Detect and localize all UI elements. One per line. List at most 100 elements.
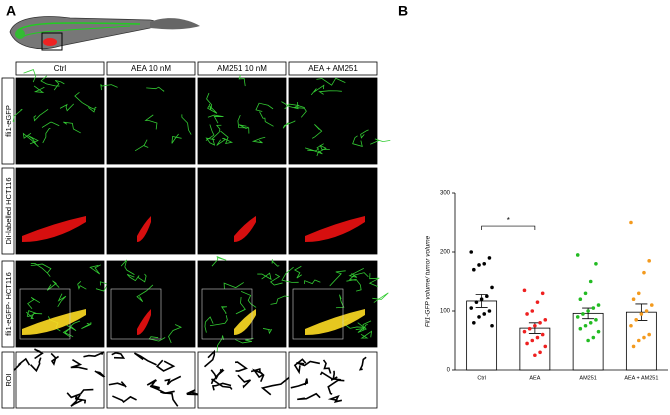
vessel xyxy=(30,263,52,274)
vessel xyxy=(186,389,199,396)
vessel xyxy=(34,348,44,360)
data-point xyxy=(642,335,646,340)
vessel xyxy=(205,137,216,146)
vessel xyxy=(358,356,367,371)
data-point xyxy=(629,220,633,225)
micrograph-texture xyxy=(100,84,192,152)
vessel xyxy=(269,273,283,286)
data-point xyxy=(487,256,492,260)
data-point xyxy=(591,306,596,310)
data-point xyxy=(649,303,654,307)
vessel xyxy=(329,270,346,287)
vessel xyxy=(211,369,225,381)
micrograph-texture xyxy=(13,348,106,407)
column-header: Ctrl xyxy=(54,64,67,73)
micrograph xyxy=(197,167,287,255)
micrograph xyxy=(15,351,105,409)
significance-label: * xyxy=(507,216,510,225)
data-point xyxy=(583,323,588,328)
data-point xyxy=(538,350,542,355)
vessel xyxy=(368,273,380,288)
vessel xyxy=(63,121,81,134)
vessel xyxy=(13,357,31,371)
data-point xyxy=(540,332,545,337)
vessel xyxy=(83,351,105,358)
vessel xyxy=(270,295,289,305)
data-point xyxy=(527,326,532,331)
data-point xyxy=(636,291,641,296)
vessel xyxy=(327,394,343,403)
row-label: DiI-labelled HCT116 xyxy=(4,178,13,245)
micrograph xyxy=(106,260,196,348)
vessel xyxy=(296,360,321,367)
vessel xyxy=(240,291,257,308)
vessel xyxy=(220,130,234,145)
vessel xyxy=(74,91,96,110)
vessel xyxy=(168,324,183,344)
vessel xyxy=(211,124,222,140)
tumor xyxy=(305,216,365,242)
vessel xyxy=(33,108,49,122)
x-tick-label: AM251 xyxy=(579,375,596,381)
vessel xyxy=(209,315,228,327)
vessel xyxy=(257,272,272,281)
data-point xyxy=(540,291,545,296)
data-point xyxy=(575,315,580,319)
vessel xyxy=(59,103,75,112)
y-axis-label: Fli1-GFP volume/ tumor volume xyxy=(425,235,432,327)
column-header-box xyxy=(288,61,378,76)
roi-box xyxy=(292,288,344,340)
vessel xyxy=(22,132,39,148)
column-header: AEA + AM251 xyxy=(308,64,358,73)
vessel xyxy=(181,114,192,135)
vessel xyxy=(210,378,233,390)
roi-box xyxy=(19,288,71,340)
row-label: ROI xyxy=(4,373,13,386)
vessel xyxy=(293,265,302,279)
vessel xyxy=(12,108,23,122)
vessel xyxy=(318,90,342,95)
vessel xyxy=(66,388,94,399)
vessel xyxy=(29,357,42,373)
vessel xyxy=(205,124,215,141)
vessel xyxy=(134,139,149,152)
data-point xyxy=(525,312,529,316)
data-point xyxy=(629,323,633,328)
row-label: fli1-eGFP xyxy=(4,105,13,137)
vessel xyxy=(327,379,345,395)
vessel xyxy=(33,85,45,94)
data-point xyxy=(477,263,481,267)
vessel xyxy=(160,391,179,407)
data-point xyxy=(533,353,537,358)
roi-box xyxy=(110,288,162,340)
vessel xyxy=(370,138,391,145)
vessel xyxy=(171,133,182,144)
data-point xyxy=(631,297,636,302)
vessel xyxy=(235,296,246,315)
vessel xyxy=(42,127,51,144)
tumor xyxy=(137,216,151,242)
data-point xyxy=(479,297,484,302)
vessel xyxy=(360,330,373,339)
panel-label: A xyxy=(6,3,16,19)
micrograph xyxy=(106,351,196,409)
vessel xyxy=(112,395,137,404)
vessel xyxy=(144,114,158,130)
vessel xyxy=(70,394,83,407)
vessel xyxy=(255,102,274,112)
data-point xyxy=(647,259,651,263)
vessel xyxy=(281,101,299,110)
micrograph xyxy=(106,167,196,255)
vessel xyxy=(28,135,39,145)
vessel xyxy=(120,259,135,275)
y-tick-label: 300 xyxy=(440,191,451,197)
vessel xyxy=(100,84,118,91)
data-point xyxy=(596,303,601,307)
data-point xyxy=(596,329,601,334)
vessel xyxy=(304,279,321,285)
bar xyxy=(519,327,551,371)
data-point xyxy=(535,335,540,340)
vessel xyxy=(70,359,88,371)
micrograph xyxy=(288,167,378,255)
data-point xyxy=(482,312,487,316)
